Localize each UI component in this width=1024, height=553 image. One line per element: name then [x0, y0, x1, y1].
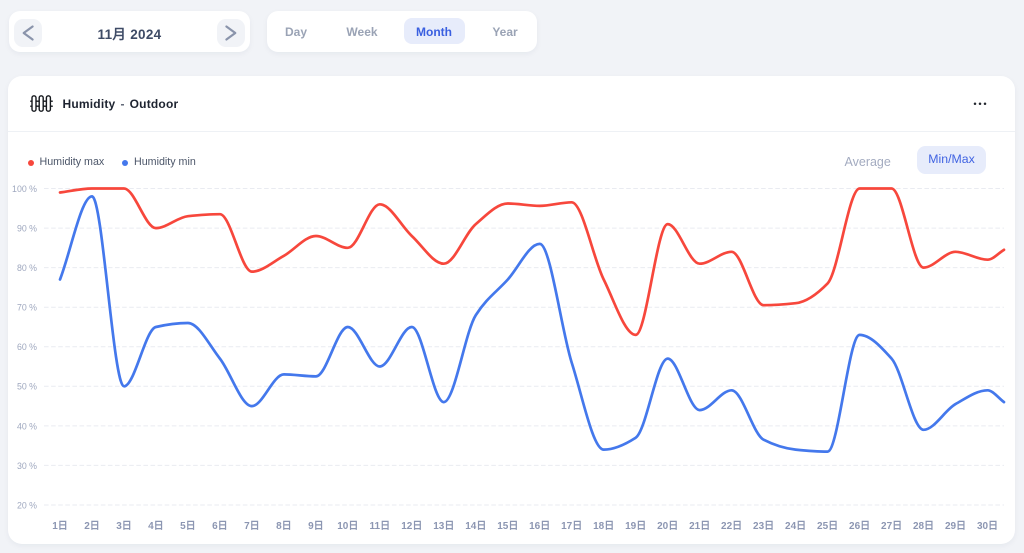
svg-text:10日: 10日	[337, 520, 358, 532]
svg-text:11日: 11日	[370, 520, 391, 532]
svg-text:7日: 7日	[244, 520, 260, 532]
svg-text:16日: 16日	[529, 520, 550, 532]
svg-text:5日: 5日	[180, 520, 196, 532]
svg-text:27日: 27日	[881, 520, 902, 532]
svg-text:20日: 20日	[657, 520, 678, 532]
svg-text:14日: 14日	[465, 520, 486, 532]
svg-text:17日: 17日	[561, 520, 582, 532]
svg-text:24日: 24日	[785, 520, 806, 532]
svg-text:21日: 21日	[689, 520, 710, 532]
svg-text:20 %: 20 %	[17, 500, 37, 510]
svg-text:23日: 23日	[753, 520, 774, 532]
svg-text:18日: 18日	[593, 520, 614, 532]
svg-text:25日: 25日	[817, 520, 838, 532]
svg-text:90 %: 90 %	[17, 224, 37, 234]
svg-text:30 %: 30 %	[17, 461, 37, 471]
svg-text:30日: 30日	[977, 520, 998, 532]
svg-text:1日: 1日	[52, 520, 68, 532]
svg-text:22日: 22日	[721, 520, 742, 532]
svg-text:9日: 9日	[308, 520, 324, 532]
svg-text:80 %: 80 %	[17, 263, 37, 273]
svg-text:8日: 8日	[276, 520, 292, 532]
svg-text:13日: 13日	[433, 520, 454, 532]
svg-text:2日: 2日	[84, 520, 100, 532]
svg-text:60 %: 60 %	[17, 342, 37, 352]
svg-text:40 %: 40 %	[17, 421, 37, 431]
svg-text:29日: 29日	[945, 520, 966, 532]
svg-text:50 %: 50 %	[17, 382, 37, 392]
svg-text:4日: 4日	[148, 520, 164, 532]
svg-text:28日: 28日	[913, 520, 934, 532]
svg-text:3日: 3日	[116, 520, 132, 532]
svg-text:26日: 26日	[849, 520, 870, 532]
svg-text:12日: 12日	[401, 520, 422, 532]
svg-text:15日: 15日	[497, 520, 518, 532]
svg-text:70 %: 70 %	[17, 303, 37, 313]
svg-text:6日: 6日	[212, 520, 228, 532]
svg-text:100 %: 100 %	[12, 184, 37, 194]
svg-text:19日: 19日	[625, 520, 646, 532]
